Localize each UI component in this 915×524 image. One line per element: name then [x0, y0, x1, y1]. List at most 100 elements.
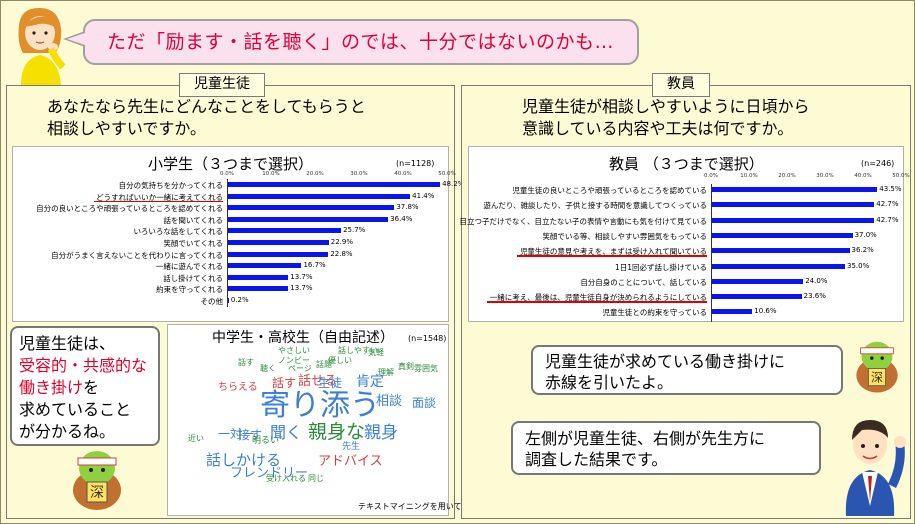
- bar-value-label: 36.4%: [390, 214, 413, 223]
- cloud-word: 親身: [364, 423, 398, 443]
- bar-label: 1日1回必ず話し掛けている: [614, 262, 707, 272]
- bar-label: 一緒に考え、最後は、児童生徒自身が決められるようにしている: [489, 293, 707, 303]
- bubble-highlight: 受容的・共感的な働き掛け: [19, 356, 148, 397]
- bar: [712, 263, 845, 269]
- bar-label: 目立つ子だけでなく、目立たない子の表情や言動にも気を付けて見ている: [459, 216, 708, 226]
- word-cloud: 中学生・高校生（自由記述） (n=1548) テキストマイニングを用いて作成 寄…: [167, 324, 478, 516]
- bar-value-label: 37.0%: [854, 230, 877, 239]
- cloud-word: 話せる: [298, 374, 338, 389]
- bar: [228, 298, 229, 303]
- axis-tick-label: 40.0%: [394, 171, 412, 177]
- bar-label: 話し掛けてくれる: [163, 273, 223, 283]
- teacher-question: 児童生徒が相談しやすいように日頃から 意識している内容や工夫は何ですか。: [522, 96, 892, 140]
- bar-value-label: 43.5%: [879, 185, 902, 193]
- bar-value-label: 0.2%: [230, 296, 249, 304]
- mascot-badge: 深: [90, 485, 104, 501]
- axis-tick-label: 40.0%: [854, 173, 872, 179]
- cloud-word: 先生: [342, 442, 361, 452]
- bar: [712, 309, 753, 315]
- student-question: あなたなら先生にどんなことをしてもらうと 相談しやすいですか。: [47, 96, 427, 140]
- cloud-word: 接す: [238, 428, 263, 442]
- bar-value-label: 10.6%: [754, 307, 777, 316]
- axis-tick-label: 0.0%: [220, 171, 234, 177]
- bar: [228, 205, 395, 211]
- cloud-word: 親身な: [308, 421, 366, 443]
- cloud-word: 寄り添う: [260, 388, 380, 423]
- bar: [228, 263, 302, 269]
- bar: [228, 251, 329, 257]
- bar-value-label: 22.8%: [330, 249, 353, 258]
- bar-value-label: 42.7%: [876, 215, 899, 224]
- cloud-word: 気軽: [368, 348, 384, 357]
- bar-label: 自分がうまく言えないことを代わりに言ってくれる: [51, 250, 223, 260]
- bar: [228, 286, 289, 292]
- cloud-word: ノンビー: [278, 356, 310, 365]
- cloud-word: 生徒: [318, 376, 343, 390]
- bar-value-label: 35.0%: [847, 261, 870, 270]
- bar-label: 自分の気持ちを分かってくれる: [118, 181, 223, 190]
- bar-value-label: 42.7%: [876, 200, 899, 209]
- bar-value-label: 13.7%: [290, 284, 313, 293]
- bar-label: 自分の良いところや頑張っているところを認めてくれる: [36, 204, 223, 214]
- teacher-chart: 教員 （３つまで選択） (n=246) 0.0% 10.0% 20.0% 30.0% 4…: [460, 146, 910, 322]
- student-speech-bubble: 児童生徒は、 受容的・共感的な働き掛けを 求めていること が分かるね。: [10, 326, 160, 446]
- axis-tick-label: 50.0%: [438, 171, 456, 177]
- bar: [712, 217, 875, 223]
- banner-tail-inner: [67, 33, 85, 45]
- cloud-word: ちらえる: [218, 382, 258, 393]
- axis-tick-label: 0.0%: [704, 173, 718, 179]
- student-panel: 児童生徒 あなたなら先生にどんなことをしてもらうと 相談しやすいですか。 小学生…: [6, 73, 478, 519]
- cloud-word: やさしい: [278, 346, 310, 355]
- chart-axis: [227, 179, 228, 307]
- cloud-word: 雰囲気: [414, 364, 438, 373]
- bubble-text: 児童生徒が求めている働き掛けに: [545, 352, 786, 371]
- cloud-word: 聴く: [260, 364, 276, 373]
- mascot-illustration: 深: [73, 451, 121, 510]
- bar: [228, 193, 411, 199]
- bar-value-label: 24.0%: [805, 276, 828, 285]
- axis-tick-label: 30.0%: [350, 171, 368, 177]
- bar: [712, 202, 875, 208]
- question-line: 相談しやすいですか。: [47, 119, 207, 138]
- bar: [712, 248, 850, 254]
- bar-label: 約束を守ってくれる: [156, 285, 223, 295]
- cloud-word: 同じ: [308, 474, 324, 483]
- bar-value-label: 37.8%: [396, 203, 419, 212]
- bubble-text: 赤線を引いたよ。: [545, 373, 674, 392]
- bubble-text: 左側が児童生徒、右側が先生方に: [525, 429, 766, 448]
- bar-label: 一緒に遊んでくれる: [155, 262, 223, 272]
- highlight-underline: [93, 200, 223, 203]
- cloud-sample-size: (n=1548): [408, 334, 447, 343]
- cloud-word: 理解: [378, 368, 394, 377]
- bubble-text: 求めていること: [19, 400, 132, 419]
- bar: [228, 228, 342, 234]
- bar-label: 自分自身のことについて、話している: [580, 277, 707, 287]
- bar-label: 児童生徒の意見や考えを、まずは受け入れて聞いている: [519, 247, 707, 257]
- survey-note-bubble: 左側が児童生徒、右側が先生方に 調査した結果です。: [511, 421, 821, 475]
- mascot-badge: 深: [871, 370, 883, 384]
- cloud-word: ページ: [288, 364, 312, 373]
- axis-tick-label: 30.0%: [816, 173, 834, 179]
- cloud-title: 中学生・高校生（自由記述）: [212, 330, 394, 346]
- cloud-word: フレンドリー: [230, 466, 309, 481]
- cloud-word: 肯定: [356, 374, 384, 390]
- question-line: 児童生徒が相談しやすいように日頃から: [522, 97, 810, 116]
- bar-label: どうすればいいか一緒に考えてくれる: [96, 192, 223, 202]
- bar-label: いろいろな話をしてくれる: [133, 227, 223, 237]
- bar: [228, 274, 289, 280]
- bar: [228, 216, 389, 222]
- axis-tick-label: 50.0%: [892, 173, 910, 179]
- cloud-word: 近い: [188, 434, 204, 443]
- cloud-word: アドバイス: [318, 454, 383, 469]
- cloud-word: 受け入れる: [266, 474, 306, 483]
- cloud-word: 聞く: [270, 423, 303, 442]
- bar-value-label: 23.6%: [803, 292, 826, 301]
- bar-label: その他: [200, 297, 224, 306]
- bar-value-label: 36.2%: [851, 246, 874, 255]
- thinking-girl-illustration: [18, 7, 66, 85]
- panel-tag-teacher: 教員: [652, 73, 710, 97]
- bar-value-label: 41.4%: [412, 191, 435, 200]
- cloud-word: 相談: [376, 394, 403, 409]
- bar-label: 話を聞いてくれる: [163, 215, 223, 225]
- bar-label: 笑顔でいてくれる: [163, 239, 223, 248]
